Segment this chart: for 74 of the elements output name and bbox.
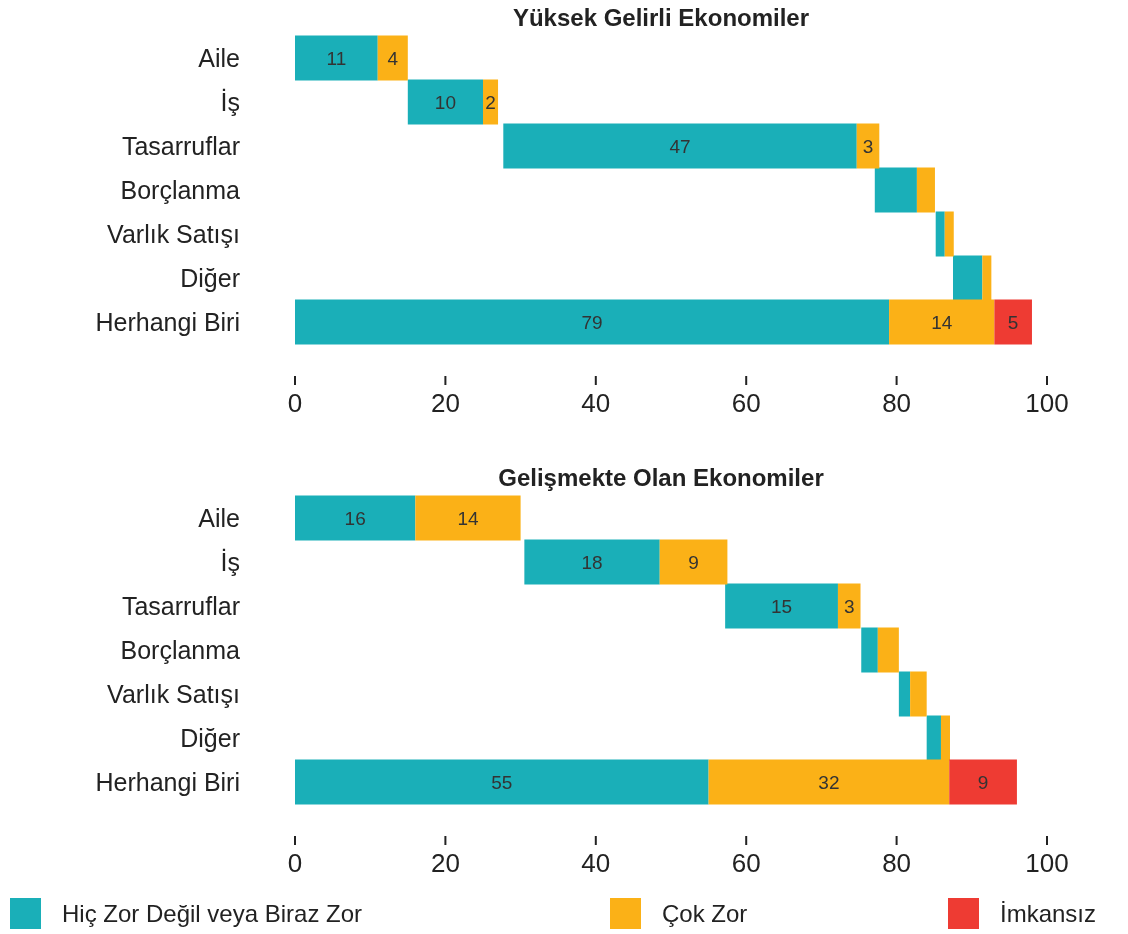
y-tick-label: Varlık Satışı: [107, 680, 240, 708]
data-label: 2: [485, 92, 496, 113]
y-tick-label: İş: [220, 88, 240, 116]
bar: [295, 299, 890, 345]
bar: [415, 495, 521, 541]
bar: [295, 759, 709, 805]
y-tick-label: İş: [220, 548, 240, 576]
data-label: 15: [770, 596, 793, 617]
bar: [524, 539, 660, 585]
bar: [910, 671, 927, 717]
x-tick-label: 100: [1025, 848, 1069, 878]
bar: [837, 583, 861, 629]
x-tick-label: 60: [731, 388, 761, 418]
data-label: 10: [434, 92, 456, 113]
y-tick-label: Diğer: [180, 724, 240, 752]
data-label: 14: [457, 508, 479, 529]
chart-title: Yüksek Gelirli Ekonomiler: [512, 4, 810, 31]
x-tick-label: 40: [581, 848, 611, 878]
data-label: 9: [977, 772, 989, 793]
bar: [377, 35, 408, 81]
y-tick-label: Diğer: [180, 264, 240, 292]
bar: [861, 627, 878, 673]
x-tick-label: 0: [287, 848, 303, 878]
bar: [407, 79, 483, 125]
bar: [953, 255, 983, 301]
x-tick-label: 20: [430, 848, 460, 878]
x-tick-label: 20: [430, 388, 460, 418]
y-tick-label: Aile: [198, 44, 240, 72]
data-label: 79: [581, 312, 603, 333]
data-label: 9: [688, 552, 699, 573]
legend-label: Hiç Zor Değil veya Biraz Zor: [62, 900, 363, 927]
y-tick-label: Varlık Satışı: [107, 220, 240, 248]
x-tick-label: 40: [581, 388, 611, 418]
y-tick-label: Herhangi Biri: [95, 308, 240, 336]
data-label: 32: [818, 772, 840, 793]
y-tick-label: Herhangi Biri: [95, 768, 240, 796]
bar: [725, 583, 838, 629]
data-label: 47: [669, 136, 691, 157]
y-tick-label: Aile: [198, 504, 240, 532]
bar: [935, 211, 945, 257]
legend-label: İmkansız: [1000, 900, 1097, 927]
y-tick-label: Borçlanma: [120, 176, 241, 204]
bar: [295, 495, 416, 541]
bar: [944, 211, 954, 257]
bar: [856, 123, 880, 169]
x-tick-label: 80: [882, 388, 912, 418]
x-tick-label: 0: [287, 388, 303, 418]
bar: [295, 35, 378, 81]
data-label: 55: [491, 772, 513, 793]
bar: [916, 167, 935, 213]
bar: [949, 759, 1017, 805]
bar: [926, 715, 941, 761]
chart-title: Gelişmekte Olan Ekonomiler: [498, 464, 824, 491]
data-label: 4: [387, 48, 399, 69]
bar: [503, 123, 857, 169]
y-tick-label: Borçlanma: [120, 636, 241, 664]
bar: [659, 539, 728, 585]
y-tick-label: Tasarruflar: [121, 592, 240, 620]
x-tick-label: 100: [1025, 388, 1069, 418]
data-label: 16: [344, 508, 366, 529]
data-label: 14: [931, 312, 953, 333]
bar: [877, 627, 899, 673]
y-tick-label: Tasarruflar: [121, 132, 240, 160]
data-label: 3: [862, 136, 874, 157]
bar: [898, 671, 911, 717]
data-label: 3: [843, 596, 855, 617]
data-label: 18: [581, 552, 603, 573]
x-tick-label: 80: [882, 848, 912, 878]
data-label: 11: [326, 48, 347, 69]
x-tick-label: 60: [731, 848, 761, 878]
data-label: 5: [1007, 312, 1019, 333]
bar: [874, 167, 917, 213]
bar: [994, 299, 1032, 345]
legend-label: Çok Zor: [662, 900, 748, 927]
